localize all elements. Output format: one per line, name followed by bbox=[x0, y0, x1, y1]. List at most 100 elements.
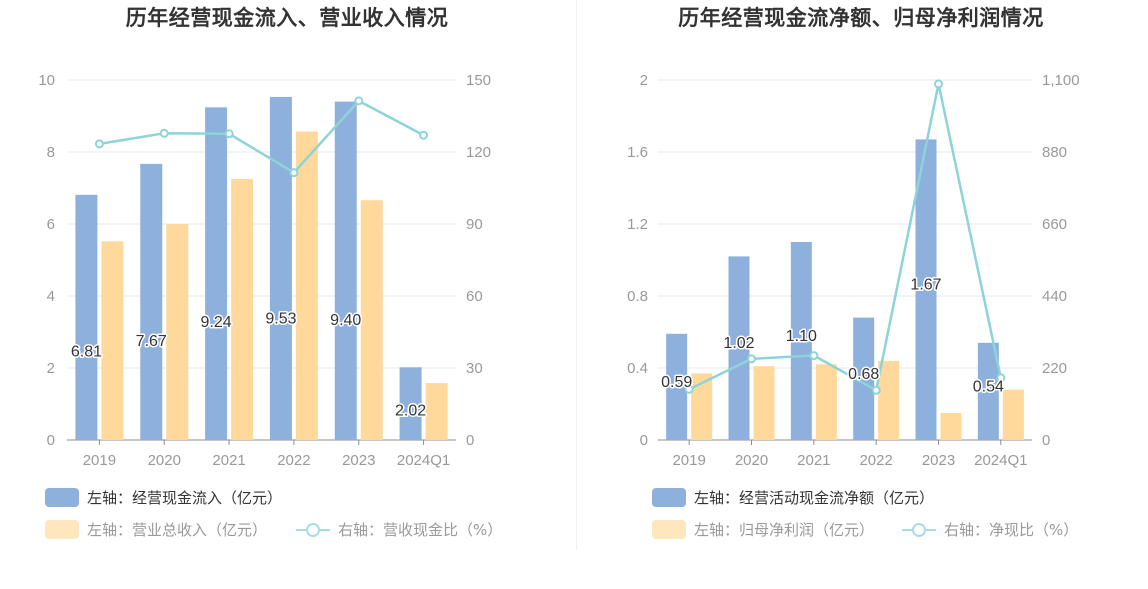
legend-swatch bbox=[652, 488, 686, 507]
x-axis-tick-label: 2023 bbox=[342, 452, 375, 469]
bar bbox=[666, 333, 688, 440]
line-series bbox=[688, 83, 1003, 393]
line-point bbox=[419, 130, 429, 140]
right-axis-tick-label: 1,100 bbox=[1042, 72, 1080, 89]
bar bbox=[753, 366, 775, 440]
legend-item-series-3[interactable]: 右轴：净现比（%） bbox=[902, 519, 1078, 540]
data-label: 9.40 bbox=[330, 312, 361, 329]
bar bbox=[728, 256, 750, 440]
bar bbox=[360, 200, 383, 440]
x-axis-tick-label: 2023 bbox=[922, 452, 955, 469]
legend-label: 左轴：经营活动现金流净额（亿元） bbox=[694, 489, 935, 507]
right-axis-tick-label: 880 bbox=[1042, 144, 1067, 161]
legend-swatch bbox=[652, 520, 686, 539]
x-axis-tick-label: 2019 bbox=[672, 452, 705, 469]
data-label: 6.81 bbox=[71, 344, 102, 361]
left-axis-tick-label: 1.6 bbox=[627, 144, 648, 161]
chart-title: 历年经营现金流净额、归母净利润情况 bbox=[678, 6, 1044, 30]
left-axis-tick-label: 4 bbox=[47, 288, 55, 305]
right-axis-tick-label: 0 bbox=[1042, 432, 1050, 449]
bar bbox=[815, 364, 837, 440]
chart-panel-netcash-profit: 历年经营现金流净额、归母净利润情况 0 0 0.4 220 0.8 440 1.2 660 1.… bbox=[574, 0, 1148, 589]
bar bbox=[269, 96, 292, 441]
data-label: 1.10 bbox=[786, 328, 817, 345]
legend-swatch bbox=[45, 488, 79, 507]
x-axis-tick-label: 2021 bbox=[212, 452, 245, 469]
legend-label: 左轴：归母净利润（亿元） bbox=[694, 521, 875, 539]
left-axis-tick-label: 8 bbox=[47, 144, 55, 161]
bar bbox=[231, 179, 254, 440]
line-point bbox=[224, 129, 234, 139]
bar bbox=[691, 373, 713, 440]
line-series bbox=[99, 99, 425, 175]
bar bbox=[915, 139, 937, 440]
left-axis-tick-label: 0.8 bbox=[627, 288, 648, 305]
x-axis-tick-label: 2024Q1 bbox=[397, 452, 450, 469]
right-axis-tick-label: 60 bbox=[466, 288, 483, 305]
legend-item-series-1[interactable]: 左轴：经营活动现金流净额（亿元） bbox=[652, 487, 934, 508]
data-label: 1.67 bbox=[910, 277, 941, 294]
data-label: 0.54 bbox=[973, 378, 1004, 395]
data-label: 1.02 bbox=[723, 335, 754, 352]
line-point bbox=[871, 385, 881, 395]
left-axis-tick-label: 1.2 bbox=[627, 216, 648, 233]
right-axis-tick-label: 90 bbox=[466, 216, 483, 233]
line-point bbox=[934, 79, 943, 89]
legend-label: 右轴：净现比（%） bbox=[944, 521, 1079, 539]
legend-label: 右轴：营收现金比（%） bbox=[338, 521, 503, 539]
legend-item-series-2[interactable]: 左轴：营业总收入（亿元） bbox=[45, 519, 267, 540]
x-axis-tick-label: 2022 bbox=[277, 452, 310, 469]
left-axis-tick-label: 2 bbox=[47, 360, 55, 377]
left-axis-tick-label: 6 bbox=[47, 216, 55, 233]
bar bbox=[140, 163, 163, 440]
left-axis-tick-label: 0 bbox=[640, 432, 648, 449]
bar bbox=[425, 383, 448, 440]
line-point bbox=[159, 128, 169, 138]
bar bbox=[853, 317, 875, 440]
right-axis-tick-label: 220 bbox=[1042, 360, 1067, 377]
line-point bbox=[809, 351, 819, 361]
bar bbox=[940, 413, 962, 440]
x-axis-tick-label: 2022 bbox=[859, 452, 892, 469]
line-point bbox=[747, 354, 756, 364]
legend-swatch bbox=[902, 520, 936, 539]
line-point bbox=[684, 384, 694, 394]
right-axis-tick-label: 660 bbox=[1042, 216, 1067, 233]
left-axis-tick-label: 0.4 bbox=[627, 360, 648, 377]
bar bbox=[790, 242, 812, 440]
data-label: 9.24 bbox=[201, 314, 232, 331]
chart-canvas: 0 0 0.4 220 0.8 440 1.2 660 1.6 880 2 1,100 2019 2020… bbox=[627, 72, 1080, 469]
x-axis-tick-label: 2020 bbox=[148, 452, 181, 469]
bar bbox=[399, 367, 422, 440]
legend-item-series-2[interactable]: 左轴：归母净利润（亿元） bbox=[652, 519, 874, 540]
data-label: 0.68 bbox=[848, 366, 879, 383]
x-axis-tick-label: 2020 bbox=[735, 452, 768, 469]
right-axis-tick-label: 440 bbox=[1042, 288, 1067, 305]
chart-title: 历年经营现金流入、营业收入情况 bbox=[125, 6, 449, 30]
right-axis-tick-label: 0 bbox=[466, 432, 474, 449]
data-label: 9.53 bbox=[265, 310, 296, 327]
right-axis-tick-label: 120 bbox=[466, 144, 491, 161]
legend-item-series-3[interactable]: 右轴：营收现金比（%） bbox=[296, 519, 502, 540]
legend-label: 左轴：营业总收入（亿元） bbox=[87, 521, 268, 539]
line-point bbox=[94, 139, 104, 149]
chart-panel-cashflow-revenue: 历年经营现金流入、营业收入情况 0 0 2 30 4 60 6 90 8 120 10 150 2019… bbox=[38, 6, 502, 540]
legend-swatch bbox=[296, 520, 330, 539]
right-axis-tick-label: 150 bbox=[466, 72, 491, 89]
bar bbox=[205, 107, 228, 441]
chart-canvas: 0 0 2 30 4 60 6 90 8 120 10 150 2019 2020 2021 2022 2023… bbox=[38, 72, 491, 469]
bar bbox=[1002, 389, 1024, 440]
line-point bbox=[996, 373, 1006, 383]
legend-swatch bbox=[45, 520, 79, 539]
panel-divider bbox=[576, 0, 577, 550]
x-axis-tick-label: 2019 bbox=[83, 452, 116, 469]
bar bbox=[295, 131, 318, 441]
bar bbox=[75, 194, 98, 440]
left-axis-tick-label: 10 bbox=[38, 72, 55, 89]
x-axis-tick-label: 2024Q1 bbox=[974, 452, 1027, 469]
line-point bbox=[289, 168, 299, 178]
left-axis-tick-label: 2 bbox=[640, 72, 648, 89]
bar bbox=[101, 241, 124, 440]
bar bbox=[977, 342, 999, 440]
legend-item-series-1[interactable]: 左轴：经营现金流入（亿元） bbox=[45, 487, 282, 508]
